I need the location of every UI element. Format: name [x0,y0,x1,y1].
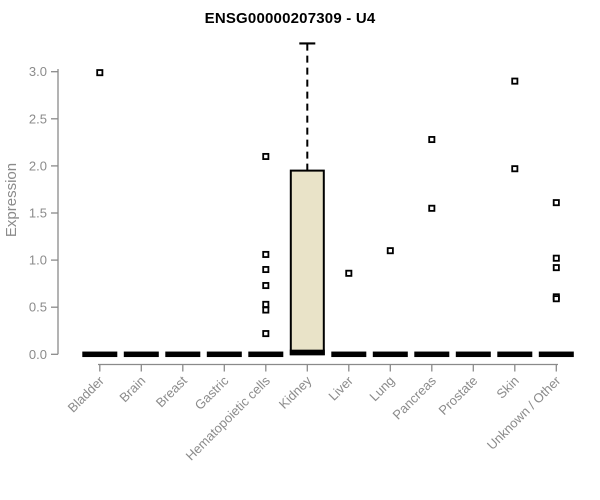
outlier-point [262,330,270,338]
y-tick-label: 0.0 [29,347,47,362]
outlier-point [262,306,270,314]
outlier-point [428,136,436,144]
chart-title: ENSG00000207309 - U4 [204,10,376,27]
x-category-label: Prostate [436,373,481,418]
x-category-label: Pancreas [389,373,439,423]
x-category-label: Liver [325,373,356,404]
outlier-point [511,165,519,173]
outlier-point [345,269,353,277]
median-bar [414,351,450,358]
outlier-point [511,77,519,85]
median-bar [123,351,159,358]
y-tick-label: 2.5 [29,111,47,126]
y-tick-label: 1.0 [29,253,47,268]
median-bar [165,351,201,358]
median-bar [497,351,533,358]
median-bar [455,351,491,358]
outlier-point [552,295,560,303]
outlier-point [96,69,104,77]
outlier-point [262,152,270,160]
x-category-label: Lung [366,373,397,404]
median-bar [248,351,284,358]
y-axis-title: Expression [3,163,20,237]
x-category-label: Kidney [276,373,315,412]
x-category-label: Skin [493,373,521,401]
median-bar [82,351,118,358]
outlier-point [262,300,270,308]
median-bar [331,351,367,358]
y-tick-label: 1.5 [29,206,47,221]
y-tick-label: 0.5 [29,300,47,315]
outlier-point [552,254,560,262]
outlier-point [552,199,560,207]
x-category-label: Breast [153,373,190,410]
outlier-point [428,204,436,212]
x-category-label: Brain [116,373,148,405]
box-kidney [289,169,325,356]
outlier-point [262,266,270,274]
outlier-point [262,282,270,290]
y-tick-label: 3.0 [29,64,47,79]
outlier-point [262,250,270,258]
y-tick-label: 2.0 [29,158,47,173]
median-bar [372,351,408,358]
median-line [289,349,325,356]
median-bar [206,351,242,358]
outlier-point [552,264,560,272]
outlier-point [386,247,394,255]
median-bar [538,351,574,358]
x-category-label: Unknown / Other [484,373,564,453]
x-category-label: Gastric [192,373,232,413]
x-category-label: Bladder [65,373,108,416]
